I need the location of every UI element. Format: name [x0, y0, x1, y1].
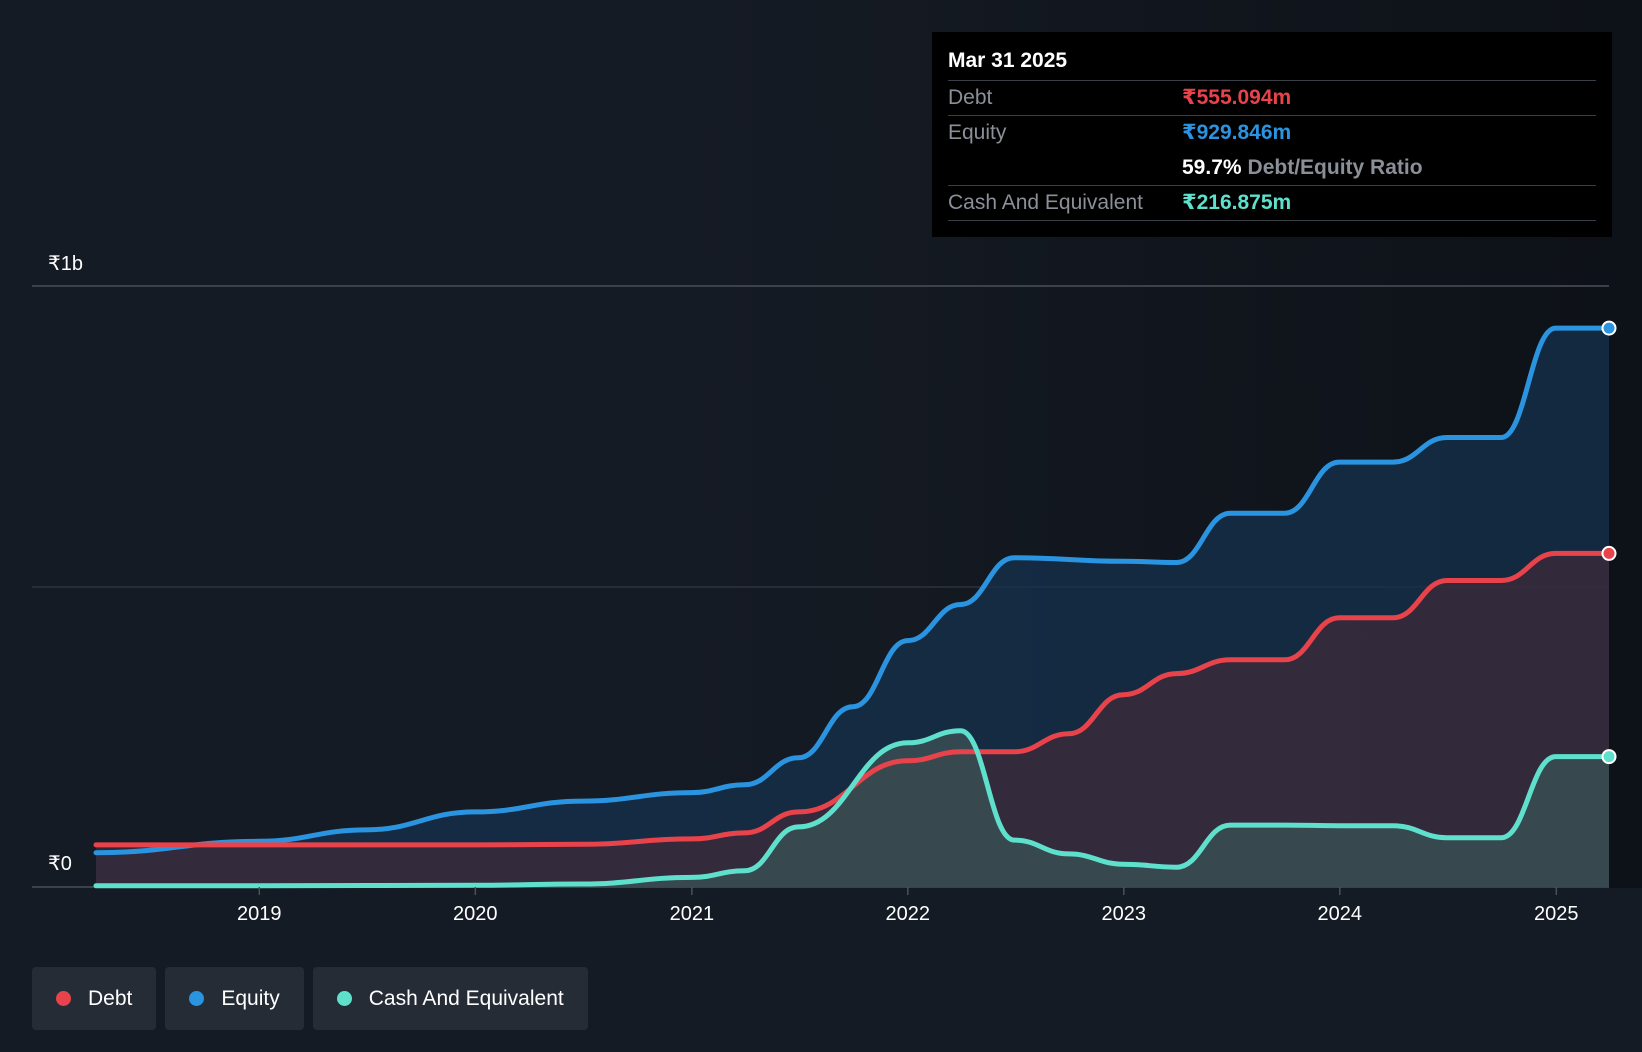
tooltip-date: Mar 31 2025	[948, 49, 1068, 72]
legend-label-debt: Debt	[88, 986, 133, 1010]
x-tick-label-2021: 2021	[670, 903, 715, 925]
tooltip-cash-label: Cash And Equivalent	[948, 191, 1143, 214]
legend-dot-debt-icon	[56, 991, 71, 1006]
legend-label-cash: Cash And Equivalent	[368, 986, 564, 1010]
x-tick-label-2024: 2024	[1318, 903, 1363, 925]
cash-end-point[interactable]	[1601, 749, 1617, 765]
cash-series-line	[93, 728, 1612, 889]
x-tick-label-2019: 2019	[237, 903, 282, 925]
y-tick-label-bottom: ₹0	[48, 853, 72, 875]
tooltip-panel: Mar 31 2025 Debt ₹555.094m Equity ₹929.8…	[932, 32, 1612, 237]
x-tick-label-2023: 2023	[1102, 903, 1147, 925]
tooltip-row-cash: Cash And Equivalent ₹216.875m	[948, 185, 1596, 221]
legend-item-cash[interactable]: Cash And Equivalent	[312, 967, 588, 1030]
debt-area	[96, 553, 1609, 887]
tooltip-ratio-label: Debt/Equity Ratio	[1247, 156, 1423, 179]
debt-series-line	[93, 550, 1612, 848]
legend-dot-cash-icon	[336, 991, 352, 1006]
tooltip-row-ratio: 59.7% Debt/Equity Ratio	[948, 150, 1596, 185]
y-tick-label-top: ₹1b	[48, 253, 83, 275]
tooltip-debt-label: Debt	[948, 86, 993, 109]
tooltip-ratio-value: 59.7%	[1182, 156, 1242, 179]
tooltip-cash-value: ₹216.875m	[1182, 191, 1292, 214]
x-tick-label-2025: 2025	[1534, 903, 1579, 925]
debt-end-point[interactable]	[1601, 545, 1617, 561]
x-tick-label-2020: 2020	[453, 903, 498, 925]
tooltip-debt-value: ₹555.094m	[1182, 86, 1292, 109]
legend-label-equity: Equity	[221, 986, 280, 1010]
tooltip-equity-value: ₹929.846m	[1182, 121, 1292, 144]
x-tick-label-2022: 2022	[886, 903, 931, 925]
legend-item-equity[interactable]: Equity	[165, 967, 304, 1030]
tooltip-equity-label: Equity	[948, 121, 1007, 144]
tooltip-row-equity: Equity ₹929.846m	[948, 115, 1596, 150]
equity-end-point[interactable]	[1601, 320, 1617, 336]
legend-dot-equity-icon	[189, 991, 205, 1006]
legend-item-debt[interactable]: Debt	[32, 967, 157, 1030]
tooltip-row-debt: Debt ₹555.094m	[948, 80, 1596, 115]
equity-series-line	[93, 325, 1612, 856]
chart-legend: Debt Equity Cash And Equivalent	[32, 967, 588, 1030]
cash-area	[96, 730, 1609, 887]
